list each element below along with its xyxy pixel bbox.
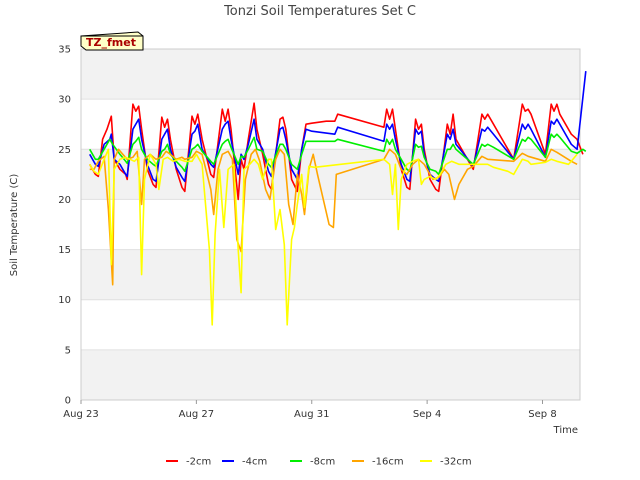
x-axis: Aug 23 Aug 27 Aug 31 Sep 4 Sep 8	[63, 400, 557, 420]
y-tick-label: 5	[65, 345, 71, 356]
legend-label: -2cm	[186, 457, 211, 468]
y-tick-label: 30	[58, 95, 71, 106]
x-tick-label: Aug 27	[179, 409, 214, 420]
station-badge: TZ_fmet	[80, 31, 144, 51]
x-axis-title: Time	[553, 425, 578, 436]
chart-title: Tonzi Soil Temperatures Set C	[223, 4, 416, 19]
x-tick-label: Aug 31	[294, 409, 329, 420]
badge-box	[80, 31, 144, 51]
legend-label: -4cm	[242, 457, 267, 468]
y-tick-label: 20	[58, 195, 71, 206]
plot-bands	[81, 49, 580, 400]
badge-label: TZ_fmet	[86, 36, 136, 49]
x-tick-label: Aug 23	[63, 409, 98, 420]
legend-label: -32cm	[440, 457, 472, 468]
series-line-4	[89, 148, 578, 326]
series-line-3	[89, 148, 578, 286]
plot-band	[81, 349, 580, 400]
y-tick-label: 35	[58, 45, 71, 56]
gridlines	[81, 48, 580, 401]
plot-frame	[80, 48, 581, 401]
legend-label: -16cm	[372, 457, 404, 468]
plot-band	[81, 49, 580, 100]
x-tick-label: Sep 8	[528, 409, 556, 420]
y-tick-label: 25	[58, 145, 71, 156]
series-layer	[89, 71, 587, 326]
y-axis: 0 5 10 15 20 25 30 35	[58, 45, 71, 407]
y-tick-label: 15	[58, 245, 71, 256]
y-axis-title: Soil Temperature (C)	[9, 174, 20, 277]
y-tick-label: 10	[58, 295, 71, 306]
legend-label: -8cm	[310, 457, 335, 468]
legend: -2cm -4cm -8cm -16cm -32cm	[166, 457, 472, 468]
plot-band	[81, 249, 580, 300]
y-tick-label: 0	[65, 396, 71, 407]
plot-band	[81, 149, 580, 200]
x-tick-label: Sep 4	[413, 409, 441, 420]
series-line-1	[89, 71, 587, 183]
